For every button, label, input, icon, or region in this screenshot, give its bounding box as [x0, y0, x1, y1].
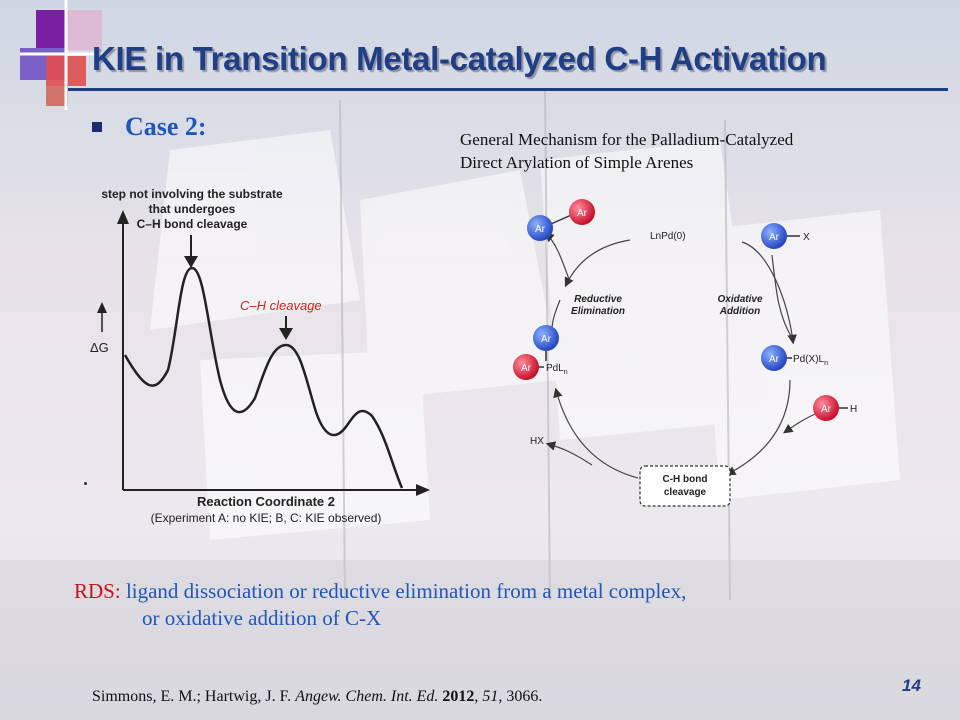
x-axis-arrowhead — [416, 484, 430, 496]
x-axis-note: (Experiment A: no KIE; B, C: KIE observe… — [151, 511, 382, 525]
cycle-arc-left — [551, 299, 561, 331]
y-axis-label: ΔG — [90, 340, 109, 355]
mechanism-title: General Mechanism for the Palladium-Cata… — [460, 128, 793, 174]
ch-cleavage-box — [639, 465, 731, 507]
ar-blue-aryl-halide — [761, 223, 787, 249]
rds-label: RDS: — [74, 579, 121, 603]
annotation-top-line-1: step not involving the substrate — [101, 187, 283, 201]
cycle-arc-bottom-left — [553, 387, 639, 479]
cycle-arc-right — [741, 241, 797, 345]
arrow-second-peak-head — [279, 328, 293, 340]
mechanism-title-line-1: General Mechanism for the Palladium-Cata… — [460, 130, 794, 149]
citation: Simmons, E. M.; Hartwig, J. F. Angew. Ch… — [92, 688, 543, 705]
case-label: Case 2: — [125, 112, 207, 141]
citation-pages: , 3066. — [498, 688, 543, 705]
energy-diagram: step not involving the substrate that un… — [90, 187, 430, 525]
ar-label: Ar — [577, 208, 588, 219]
citation-volume: 51 — [482, 688, 499, 705]
ar-red-arene — [813, 395, 839, 421]
pd-x-label: Pd(X)Ln — [793, 354, 828, 367]
energy-annotation-top: step not involving the substrate that un… — [101, 187, 283, 231]
ar-red-product — [569, 199, 595, 225]
bullet-square-icon — [92, 122, 102, 132]
x-label: X — [803, 232, 810, 243]
catalyst-label: LnPd(0) — [650, 231, 686, 242]
biaryl-exit-arrow — [544, 232, 571, 283]
x-axis-label: Reaction Coordinate 2 — [197, 494, 335, 509]
mechanism-title-line-2: Direct Arylation of Simple Arenes — [460, 153, 694, 172]
oxidative-addition-line-2: Addition — [719, 306, 761, 317]
ar-label: Ar — [521, 363, 532, 374]
annotation-top-line-2: that undergoes — [149, 202, 236, 216]
aryl-halide-entry-arrow — [771, 254, 793, 339]
oxidative-addition-line-1: Oxidative — [717, 294, 762, 305]
reductive-elimination-line-1: Reductive — [574, 294, 622, 305]
rds-text-2: or oxidative addition of C-X — [142, 606, 382, 630]
ar-blue-pd-diaryl — [533, 325, 559, 351]
citation-journal: Angew. Chem. Int. Ed. — [295, 688, 439, 705]
cycle-arc-bottom-right — [725, 379, 791, 476]
energy-curve — [123, 266, 404, 489]
cycle-arc-top-left — [564, 239, 631, 288]
ar-red-pd-diaryl — [513, 354, 539, 380]
delta-g-arrowhead — [97, 302, 107, 313]
arene-entry-arrow — [783, 411, 821, 434]
slide-title: KIE in Transition Metal-catalyzed C-H Ac… — [92, 40, 827, 77]
catalytic-cycle: LnPd(0) Ar Ar Ar X Oxidative Addition Re… — [513, 199, 857, 507]
ar-label: Ar — [769, 232, 780, 243]
annotation-top-line-3: C–H bond cleavage — [137, 217, 248, 231]
pdl-label: PdLn — [546, 363, 568, 376]
title-underline — [68, 88, 948, 91]
corner-decoration — [20, 0, 110, 110]
ar-blue-product — [527, 215, 553, 241]
arrow-top-peak-head — [184, 256, 198, 268]
ar-blue-pd-x — [761, 345, 787, 371]
stray-dot — [84, 482, 87, 485]
ar-label: Ar — [769, 354, 780, 365]
reductive-elimination-line-2: Elimination — [571, 306, 625, 317]
citation-year: 2012 — [442, 688, 475, 705]
rds-line-1: RDS: ligand dissociation or reductive el… — [74, 576, 686, 606]
ch-box-line-1: C-H bond — [663, 474, 708, 485]
ar-label: Ar — [535, 224, 546, 235]
y-axis-arrowhead — [117, 210, 129, 224]
page-number: 14 — [902, 676, 921, 695]
annotation-ch-cleavage: C–H cleavage — [240, 298, 322, 313]
citation-authors: Simmons, E. M.; Hartwig, J. F. — [92, 688, 296, 705]
hx-exit-arrow — [545, 441, 593, 466]
ar-label: Ar — [821, 404, 832, 415]
ch-box-line-2: cleavage — [664, 487, 707, 498]
ar-label: Ar — [541, 334, 552, 345]
h-label: H — [850, 404, 857, 415]
rds-text-1: ligand dissociation or reductive elimina… — [125, 579, 687, 603]
hx-label: HX — [530, 436, 544, 447]
